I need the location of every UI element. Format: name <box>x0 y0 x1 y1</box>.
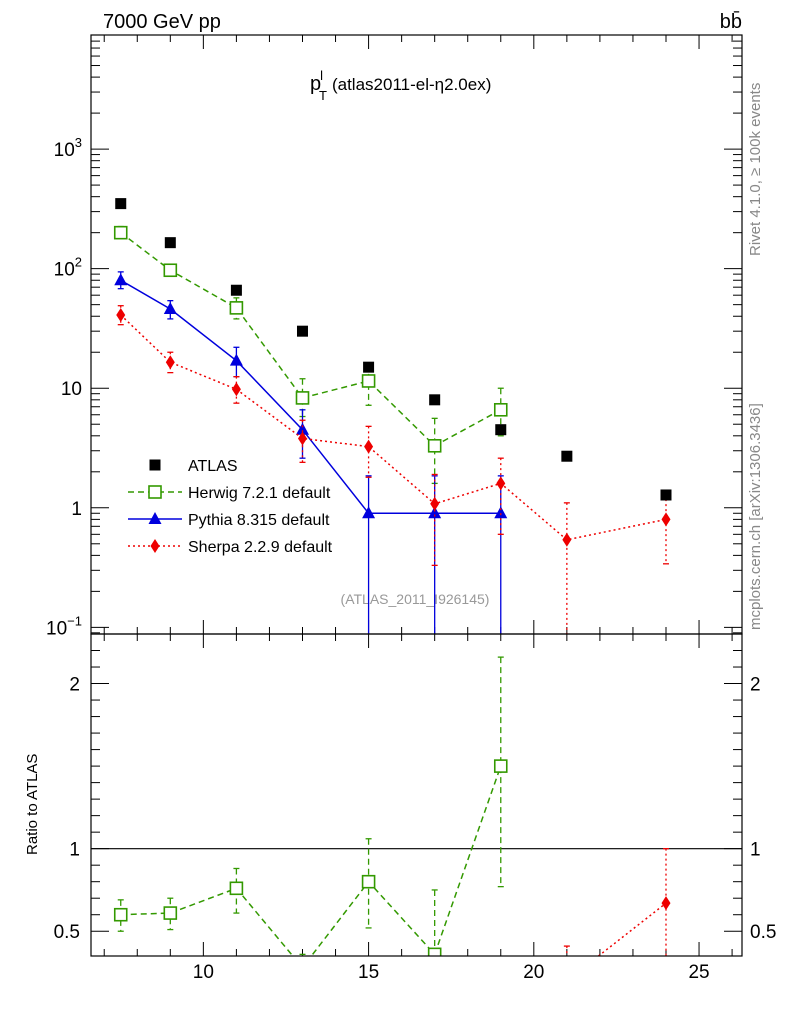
main-pythia-point <box>163 301 177 314</box>
ratio-axis-ticks: 0.5 0.5 1 1 2 2 10 15 20 25 <box>54 634 776 983</box>
main-herwig-point <box>361 374 376 388</box>
legend-pythia-marker <box>148 512 162 524</box>
ratio-sherpa-point <box>661 896 671 911</box>
ratio-ytick-label-right: 2 <box>750 675 761 696</box>
main-herwig-point <box>229 301 244 315</box>
main-sherpa-point <box>116 307 126 322</box>
main-sherpa-point <box>661 512 671 527</box>
main-herwig-point <box>163 263 178 278</box>
main-pythia-line <box>120 279 501 515</box>
ratio-herwig-line <box>120 765 502 956</box>
main-ytick-label: 10−1 <box>46 613 82 639</box>
main-sherpa-point <box>496 476 506 491</box>
main-sherpa-point <box>297 431 307 446</box>
main-herwig-point <box>113 225 128 240</box>
title-main: p <box>310 73 321 95</box>
xtick-label: 20 <box>523 962 544 983</box>
ratio-ytick-label-left: 1 <box>69 840 80 861</box>
xtick-label: 15 <box>358 962 379 983</box>
main-pythia-point <box>295 422 309 435</box>
main-ytick-label: 10 <box>61 379 82 400</box>
xtick-label: 25 <box>688 962 709 983</box>
ratio-herwig-point <box>296 962 308 974</box>
main-pythia-point <box>494 506 508 519</box>
main-ytick-label: 102 <box>54 255 82 281</box>
main-ytick-label: 103 <box>54 135 82 161</box>
header-left: 7000 GeV pp <box>103 11 221 33</box>
ratio-ytick-label-right: 1 <box>750 840 761 861</box>
ratio-herwig-point <box>361 874 376 889</box>
header-right: bb̄ <box>720 10 742 33</box>
legend-herwig-label: Herwig 7.2.1 default <box>188 485 331 502</box>
main-atlas-point <box>363 361 375 373</box>
main-herwig-line <box>120 232 502 447</box>
xtick-label: 10 <box>193 962 214 983</box>
ratio-herwig-point <box>113 907 128 922</box>
main-atlas-point <box>495 424 507 436</box>
main-atlas-point <box>296 325 308 337</box>
main-herwig-point <box>427 438 442 453</box>
main-atlas-point <box>230 284 242 296</box>
plot-title: pl T (atlas2011-el-η2.0ex) <box>310 68 491 103</box>
ratio-herwig-point <box>493 759 508 773</box>
legend: ATLAS Herwig 7.2.1 default Pythia 8.315 de… <box>128 458 333 556</box>
main-pythia-point <box>362 506 376 519</box>
main-herwig-point <box>493 403 508 417</box>
main-pythia-point <box>114 273 128 286</box>
legend-pythia-label: Pythia 8.315 default <box>188 512 330 529</box>
main-sherpa-point <box>165 355 175 370</box>
main-sherpa-point <box>231 382 241 397</box>
main-herwig-point <box>295 391 310 405</box>
ratio-ytick-label-right: 0.5 <box>750 922 776 943</box>
main-atlas-point <box>429 394 441 406</box>
title-rest: (atlas2011-el-η2.0ex) <box>332 75 491 94</box>
main-ytick-label: 1 <box>71 499 82 520</box>
main-atlas-point <box>115 198 127 210</box>
legend-atlas-marker <box>149 459 161 471</box>
legend-sherpa-label: Sherpa 2.2.9 default <box>188 539 333 556</box>
ratio-herwig-point <box>229 881 244 896</box>
ratio-sherpa-point <box>562 974 571 988</box>
ratio-ytick-label-left: 2 <box>69 675 80 696</box>
analysis-watermark: (ATLAS_2011_I926145) <box>341 591 490 607</box>
legend-atlas-label: ATLAS <box>188 458 238 475</box>
ratio-herwig-point <box>163 906 178 920</box>
main-atlas-point <box>164 237 176 249</box>
main-atlas-point <box>660 489 672 501</box>
rivet-label: Rivet 4.1.0, ≥ 100k events <box>747 83 764 256</box>
ratio-ylabel: Ratio to ATLAS <box>24 754 41 855</box>
main-series-layer <box>113 198 672 634</box>
legend-herwig-marker <box>148 485 162 499</box>
main-sherpa-point <box>562 532 572 547</box>
mcplots-label: mcplots.cern.ch [arXiv:1306.3436] <box>747 403 764 630</box>
main-sherpa-point <box>364 439 374 454</box>
legend-sherpa-marker <box>150 539 160 553</box>
ratio-ytick-label-left: 0.5 <box>54 922 80 943</box>
main-pythia-point <box>229 353 243 366</box>
ratio-herwig-point <box>427 947 442 956</box>
main-sherpa-point <box>430 496 440 511</box>
ratio-series-layer <box>113 656 671 988</box>
ratio-sherpa-line <box>597 902 667 956</box>
title-sup: l <box>320 68 323 83</box>
ratio-frame <box>90 633 743 957</box>
main-sherpa-line <box>120 314 667 541</box>
title-sub: T <box>319 88 327 103</box>
main-pythia-point <box>428 506 442 519</box>
main-atlas-point <box>561 450 573 462</box>
